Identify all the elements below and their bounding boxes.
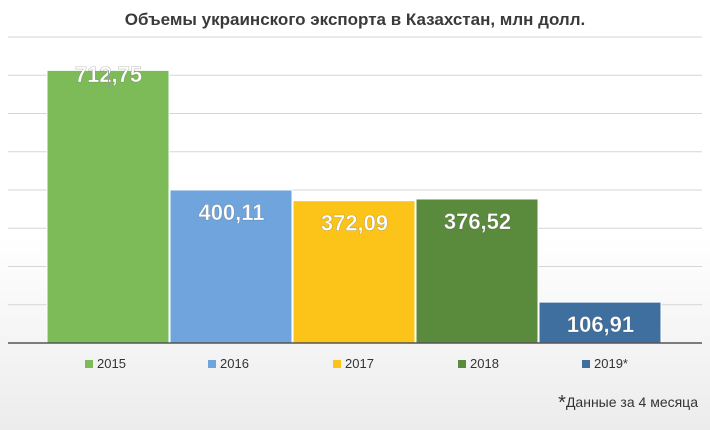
data-label: 400,11 — [198, 200, 264, 225]
chart-title: Объемы украинского экспорта в Казахстан,… — [124, 10, 586, 29]
data-label: 372,09 — [321, 211, 388, 236]
legend-label: 2015 — [97, 356, 126, 371]
bar-2017 — [292, 200, 416, 344]
legend-label: 2016 — [220, 356, 249, 371]
footnote: *Данные за 4 месяца — [558, 392, 698, 415]
legend-swatch — [208, 359, 216, 368]
legend-item: 2017 — [333, 356, 374, 371]
legend-swatch — [458, 359, 466, 368]
legend-item: 2015 — [85, 356, 126, 371]
data-label: 106,91 — [567, 312, 634, 337]
legend-swatch — [333, 359, 341, 368]
legend: 2015 2016 2017 2018 2019* — [0, 356, 710, 372]
legend-label: 2017 — [345, 356, 374, 371]
bar-2018 — [415, 198, 539, 344]
bar-2016 — [169, 189, 293, 344]
legend-item: 2018 — [458, 356, 499, 371]
bar-2015 — [46, 69, 170, 344]
legend-swatch — [85, 359, 93, 368]
footnote-text: Данные за 4 месяца — [565, 394, 698, 410]
legend-label: 2019* — [594, 356, 628, 371]
legend-item: 2016 — [208, 356, 249, 371]
footnote-marker: * — [558, 392, 566, 414]
data-label: 376,52 — [444, 209, 511, 234]
legend-swatch — [582, 359, 590, 368]
legend-label: 2018 — [470, 356, 499, 371]
legend-item: 2019* — [582, 356, 628, 371]
bars — [46, 69, 662, 344]
bar-2019 — [538, 301, 662, 344]
